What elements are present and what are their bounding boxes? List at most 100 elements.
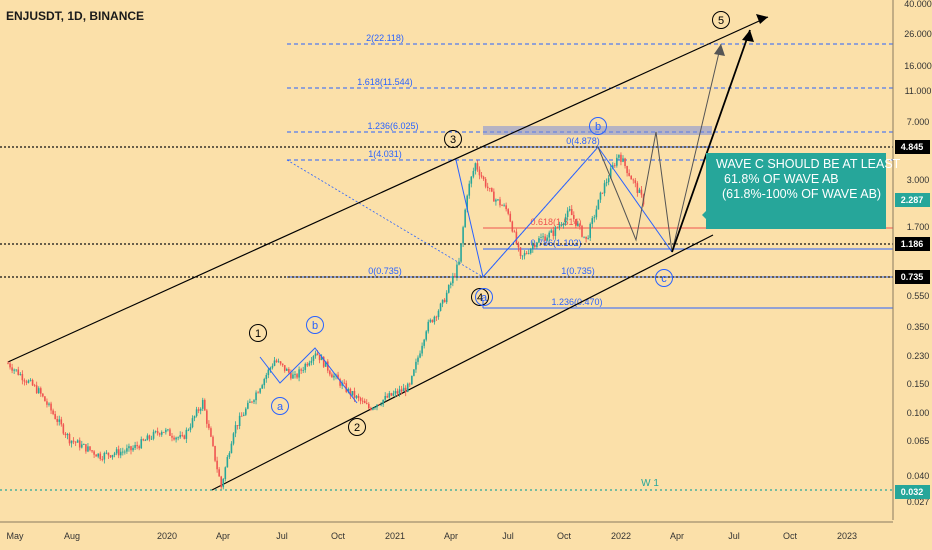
candle-body bbox=[150, 438, 153, 440]
candle-body bbox=[179, 435, 181, 438]
candle-body bbox=[316, 353, 319, 356]
fib-level-label: 1(4.031) bbox=[368, 149, 402, 159]
candle-body bbox=[58, 419, 61, 422]
candle-body bbox=[238, 415, 241, 427]
candle-body bbox=[456, 264, 458, 277]
candle-body bbox=[173, 437, 175, 440]
time-axis[interactable]: May Aug 2020 Apr Jul Oct 2021 Apr Jul Oct 2022 Apr J… bbox=[0, 521, 893, 541]
candle-body bbox=[622, 158, 624, 162]
price-tag-box bbox=[895, 485, 930, 499]
candle-body bbox=[587, 237, 589, 239]
candle-body bbox=[585, 236, 587, 239]
wave-label: 2 bbox=[354, 422, 360, 434]
candle-body bbox=[517, 243, 520, 248]
candle-body bbox=[72, 440, 75, 442]
candle-body bbox=[119, 451, 122, 456]
candle-body bbox=[486, 186, 489, 188]
fib-diagonal bbox=[286, 159, 484, 278]
candle-body bbox=[566, 210, 569, 217]
candle-body bbox=[534, 245, 536, 247]
candle-body bbox=[525, 253, 528, 254]
candle-body bbox=[212, 436, 214, 446]
candle-body bbox=[70, 440, 73, 444]
candle-body bbox=[181, 435, 184, 436]
candle-body bbox=[329, 370, 331, 375]
fib-level-label: 0.786(1.102) bbox=[530, 238, 581, 248]
price-tag-label: 0.735 bbox=[901, 272, 924, 282]
time-tick-label: Jul bbox=[276, 531, 288, 541]
candle-body bbox=[50, 403, 52, 411]
candle-body bbox=[515, 231, 518, 244]
candle-body bbox=[634, 180, 637, 184]
candle-body bbox=[472, 170, 475, 177]
wave-label: a bbox=[481, 292, 488, 304]
candle-body bbox=[232, 433, 235, 444]
wave-c-callout[interactable]: WAVE C SHOULD BE AT LEAST 61.8% OF WAVE … bbox=[706, 153, 901, 229]
candle-body bbox=[630, 175, 632, 180]
candle-body bbox=[167, 429, 169, 431]
price-tick-label: 11.000 bbox=[905, 86, 932, 96]
candle-body bbox=[165, 429, 167, 433]
candle-body bbox=[15, 369, 17, 371]
candle-body bbox=[378, 404, 380, 406]
candle-body bbox=[322, 356, 325, 367]
candle-body bbox=[195, 409, 198, 417]
candle-body bbox=[482, 176, 485, 180]
candle-body bbox=[255, 392, 257, 401]
candle-body bbox=[48, 403, 50, 405]
candle-body bbox=[249, 401, 251, 403]
candle-body bbox=[390, 393, 393, 396]
candle-body bbox=[361, 400, 364, 402]
candle-body bbox=[564, 216, 567, 224]
candle-body bbox=[493, 191, 495, 202]
time-tick-label: 2023 bbox=[837, 531, 857, 541]
callout-line-1: WAVE C SHOULD BE AT LEAST bbox=[716, 157, 901, 171]
candle-body bbox=[425, 331, 427, 340]
candle-body bbox=[640, 189, 643, 195]
candle-body bbox=[21, 374, 24, 381]
candle-body bbox=[308, 362, 311, 366]
candle-body bbox=[370, 408, 372, 410]
time-tick-label: Jul bbox=[502, 531, 514, 541]
candle-body bbox=[394, 391, 397, 394]
projection-arrowhead bbox=[714, 44, 725, 56]
wave-labels: 1 2 3 4 5 a b a b c bbox=[249, 11, 730, 436]
candle-body bbox=[593, 217, 596, 219]
candle-body bbox=[491, 188, 493, 192]
wave-label-circle bbox=[444, 130, 462, 148]
candle-body bbox=[536, 242, 538, 247]
candle-body bbox=[109, 455, 112, 458]
candle-body bbox=[93, 451, 95, 455]
time-tick-label: 2022 bbox=[611, 531, 631, 541]
candle-body bbox=[570, 209, 573, 216]
price-axis[interactable]: 40.000 26.000 16.000 11.000 7.000 3.000 1.700 0… bbox=[892, 0, 932, 520]
candle-body bbox=[62, 424, 65, 434]
time-tick-label: Apr bbox=[444, 531, 458, 541]
candle-body bbox=[154, 431, 157, 432]
wave-label-circle bbox=[348, 418, 366, 436]
price-tag-box bbox=[895, 140, 930, 154]
candle-body bbox=[13, 369, 15, 371]
candle-body bbox=[148, 435, 151, 439]
candle-body bbox=[78, 440, 81, 448]
time-tick-label: Apr bbox=[670, 531, 684, 541]
candle-body bbox=[318, 355, 321, 361]
candle-body bbox=[591, 218, 594, 224]
candle-body bbox=[193, 416, 196, 419]
candle-body bbox=[187, 429, 190, 431]
candle-body bbox=[636, 183, 639, 193]
candle-body bbox=[64, 433, 67, 436]
candle-body bbox=[23, 380, 26, 382]
candle-body bbox=[609, 168, 612, 179]
candle-body bbox=[511, 221, 514, 232]
candle-body bbox=[197, 409, 200, 411]
candle-body bbox=[185, 429, 188, 439]
price-tick-label: 0.065 bbox=[907, 436, 930, 446]
candle-body bbox=[454, 276, 456, 277]
candle-body bbox=[433, 316, 436, 323]
candle-body bbox=[374, 407, 376, 409]
candle-body bbox=[527, 253, 530, 255]
candle-body bbox=[464, 209, 466, 228]
candle-body bbox=[343, 382, 345, 384]
